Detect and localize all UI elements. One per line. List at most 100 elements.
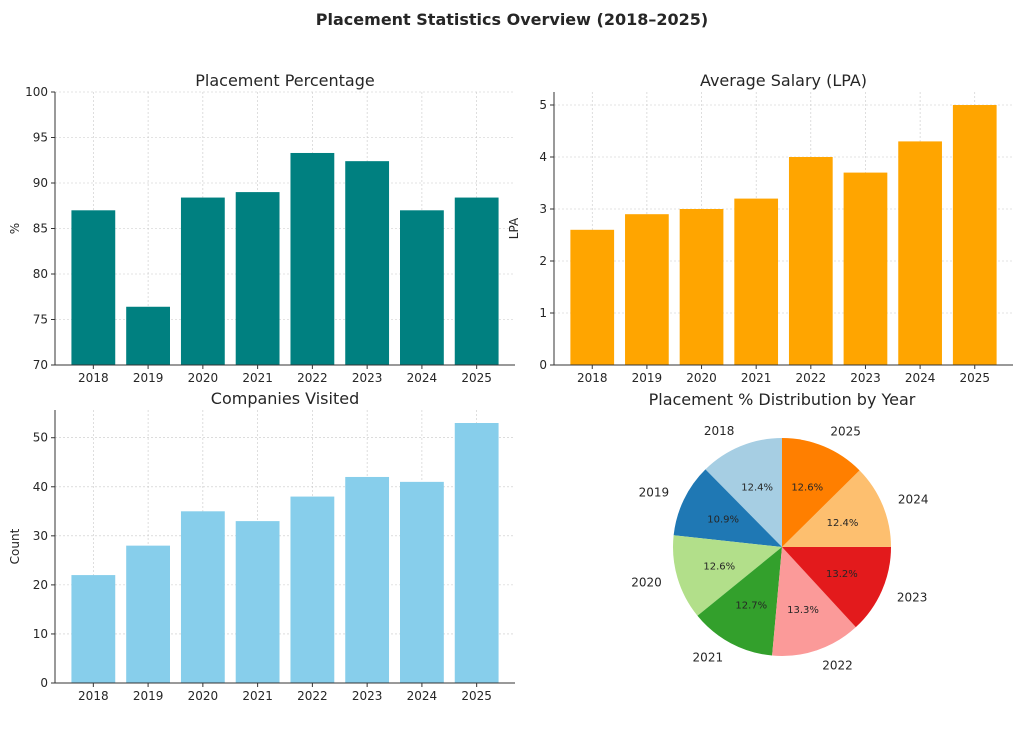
bar-2021 <box>734 198 779 365</box>
y-tick-label: 75 <box>33 313 48 327</box>
pie-slice-2020 <box>673 535 782 616</box>
average-salary-chart: 0 1 2 3 4 5 2018 2019 2020 2021 2022 2023 2024 2025 Av… <box>507 71 1013 385</box>
pie-slice-2024 <box>782 470 891 547</box>
bar-2020 <box>180 511 225 683</box>
bar-2019 <box>126 306 170 365</box>
pie-category-label: 2021 <box>693 651 724 665</box>
figure-title: Placement Statistics Overview (2018–2025… <box>315 10 709 29</box>
y-tick-label: 80 <box>33 267 48 281</box>
y-tick-label: 0 <box>539 358 547 372</box>
y-tick-label: 20 <box>33 578 48 592</box>
x-tick-label: 2021 <box>741 371 772 385</box>
bar-2020 <box>679 209 724 365</box>
x-tick-label: 2022 <box>796 371 827 385</box>
x-tick-label: 2025 <box>461 689 492 703</box>
pie-slice-2025 <box>782 438 860 547</box>
x-tick-label: 2024 <box>407 371 438 385</box>
chart-title: Companies Visited <box>211 389 359 408</box>
pie-slice-2021 <box>697 547 782 656</box>
bar-2022 <box>788 157 833 365</box>
placement-distribution-pie-chart: Placement % Distribution by Year 12.4% 201… <box>631 390 928 673</box>
companies-visited-chart: 0 10 20 30 40 50 2018 2019 2020 2021 2022 2023 2024 2… <box>8 389 515 703</box>
y-tick-label: 2 <box>539 254 547 268</box>
bar-2025 <box>952 105 997 365</box>
x-tick-label: 2024 <box>407 689 438 703</box>
x-tick-label: 2025 <box>959 371 990 385</box>
pie-slice-2018 <box>705 438 782 547</box>
bar-2018 <box>71 210 116 365</box>
x-tick-label: 2024 <box>905 371 936 385</box>
bar-2024 <box>400 481 444 683</box>
y-tick-label: 3 <box>539 202 547 216</box>
x-tick-label: 2022 <box>297 371 328 385</box>
bar-2023 <box>345 476 390 683</box>
x-tick-label: 2022 <box>297 689 328 703</box>
y-tick-label: 50 <box>33 431 48 445</box>
x-tick-label: 2023 <box>850 371 881 385</box>
x-tick-label: 2020 <box>188 371 219 385</box>
pie-category-label: 2018 <box>704 424 735 438</box>
pie-pct-label: 12.4% <box>827 518 859 529</box>
x-tick-label: 2023 <box>352 689 383 703</box>
x-tick-label: 2018 <box>577 371 608 385</box>
pie-category-label: 2024 <box>898 492 929 506</box>
pie-pct-label: 13.2% <box>826 569 858 580</box>
chart-title: Placement Percentage <box>195 71 374 90</box>
y-tick-label: 30 <box>33 529 48 543</box>
bar-2025 <box>454 423 499 683</box>
bar-2021 <box>235 521 280 683</box>
bar-2019 <box>126 545 170 683</box>
bar-2020 <box>180 197 225 365</box>
pie-category-label: 2023 <box>897 590 928 604</box>
pie-pct-label: 10.9% <box>707 515 739 526</box>
pie-category-label: 2022 <box>822 659 853 673</box>
y-tick-label: 10 <box>33 627 48 641</box>
pie-pct-label: 12.6% <box>791 483 823 494</box>
pie-pct-label: 13.3% <box>787 605 819 616</box>
pie-category-label: 2025 <box>830 424 861 438</box>
placement-percentage-chart: 70 75 80 85 90 95 100 2018 2019 2020 2021 2022 2023 2… <box>8 71 515 385</box>
y-tick-label: 85 <box>33 222 48 236</box>
bar-2018 <box>71 575 116 683</box>
bar-2022 <box>290 152 335 365</box>
chart-title: Placement % Distribution by Year <box>649 390 916 409</box>
bar-2025 <box>454 197 499 365</box>
y-tick-label: 0 <box>40 676 48 690</box>
x-tick-label: 2018 <box>78 371 109 385</box>
x-tick-label: 2021 <box>242 689 273 703</box>
x-tick-label: 2021 <box>242 371 273 385</box>
bar-2022 <box>290 496 335 683</box>
pie-slice-2023 <box>782 546 891 628</box>
bar-2024 <box>898 141 942 365</box>
y-tick-label: 5 <box>539 98 547 112</box>
pie-pct-label: 12.6% <box>703 562 735 573</box>
pie-pct-label: 12.4% <box>741 482 773 493</box>
x-tick-label: 2023 <box>352 371 383 385</box>
pie-slice-2019 <box>673 469 782 547</box>
pie-pct-label: 12.7% <box>735 601 767 612</box>
x-tick-label: 2019 <box>632 371 663 385</box>
bar-2024 <box>400 210 444 365</box>
pie-category-label: 2020 <box>631 576 662 590</box>
bar-2018 <box>570 229 615 365</box>
y-axis-label: Count <box>8 528 22 564</box>
y-tick-label: 4 <box>539 150 547 164</box>
y-axis-label: % <box>8 223 22 234</box>
x-tick-label: 2018 <box>78 689 109 703</box>
y-tick-label: 40 <box>33 480 48 494</box>
pie-category-label: 2019 <box>639 485 670 499</box>
bar-2021 <box>235 192 280 365</box>
x-tick-label: 2019 <box>133 371 164 385</box>
y-tick-label: 100 <box>25 85 48 99</box>
x-tick-label: 2025 <box>461 371 492 385</box>
x-tick-label: 2019 <box>133 689 164 703</box>
y-tick-label: 90 <box>33 176 48 190</box>
chart-title: Average Salary (LPA) <box>700 71 867 90</box>
bar-2023 <box>843 172 888 365</box>
y-axis-label: LPA <box>507 217 521 239</box>
x-tick-label: 2020 <box>188 689 219 703</box>
y-tick-label: 70 <box>33 358 48 372</box>
pie-slice-2022 <box>772 547 856 656</box>
bar-2023 <box>345 161 390 365</box>
